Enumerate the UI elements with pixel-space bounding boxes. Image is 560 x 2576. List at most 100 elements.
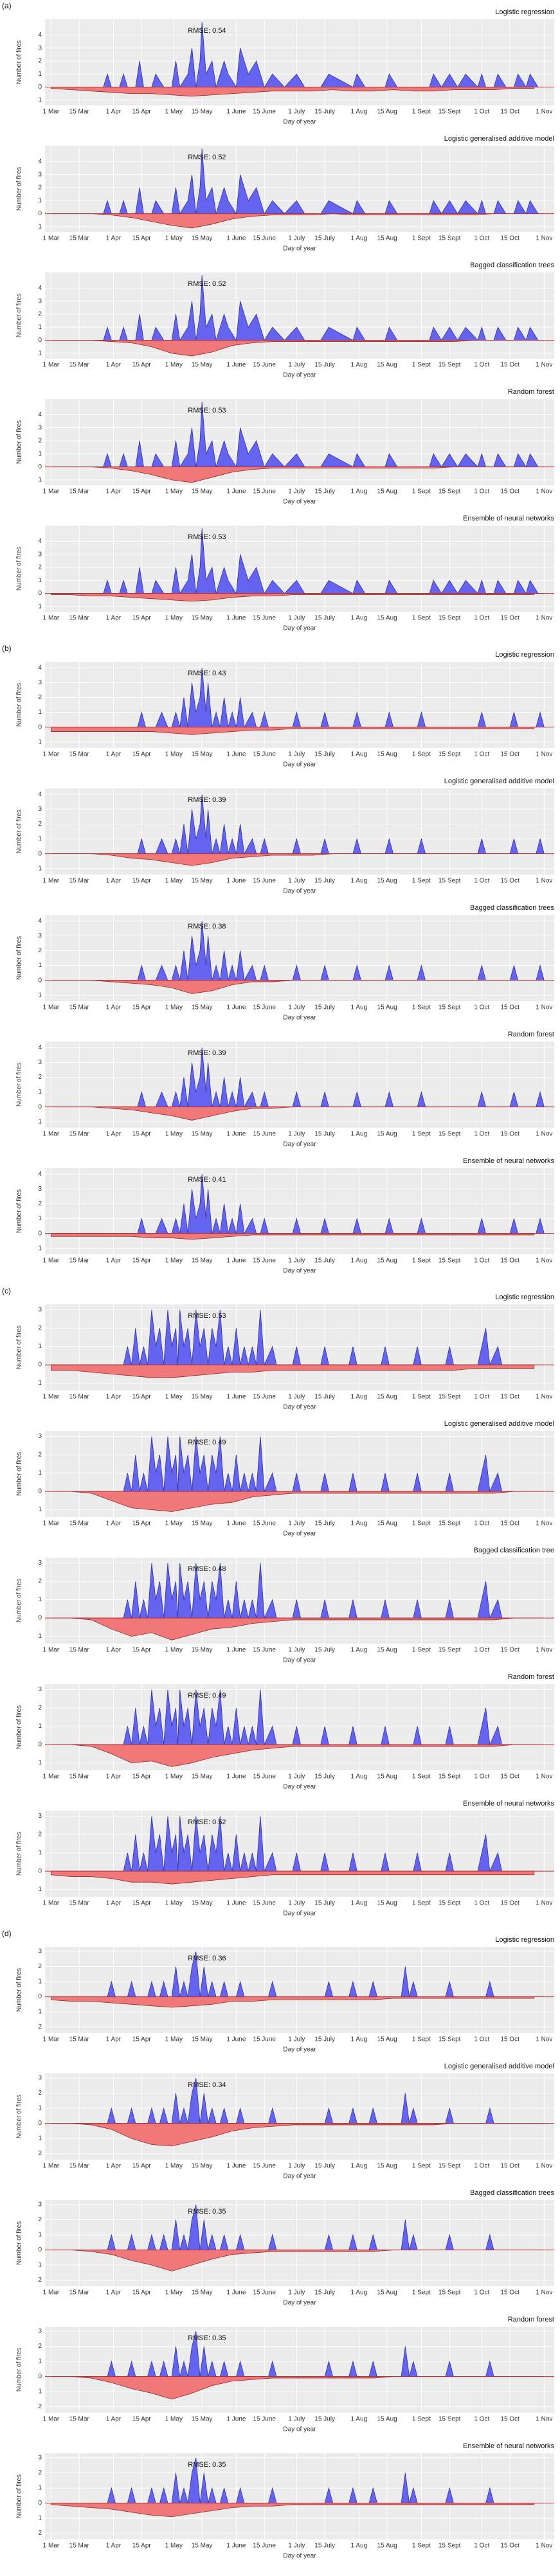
x-tick-label: 15 July [314,615,335,622]
y-tick-label: 0 [38,850,42,857]
x-tick-label: 15 July [314,2163,335,2170]
x-tick-label: 15 Oct [500,1394,519,1401]
x-tick-label: 1 Sept [412,109,431,116]
x-tick-label: 1 June [226,615,246,622]
x-tick-label: 15 Aug [377,2036,397,2043]
x-tick-label: 15 Oct [500,109,519,116]
x-tick-label: 15 Mar [69,2163,90,2170]
x-tick-label: 1 Nov [536,2416,552,2423]
y-tick-label: 1 [38,835,42,842]
x-tick-label: 15 May [192,2289,213,2296]
x-tick-label: 15 Aug [377,1131,397,1138]
subplot-title: Random forest [508,1031,554,1038]
x-tick-label: 15 Sept [438,1131,461,1138]
x-tick-label: 1 Nov [536,1394,552,1401]
x-tick-label: 15 Aug [377,1520,397,1527]
y-tick-label: 3 [38,2328,42,2335]
x-tick-label: 1 July [288,1131,305,1138]
x-tick-label: 1 Oct [474,109,489,116]
x-axis-label: Day of year [283,2300,316,2307]
x-tick-label: 1 Nov [536,751,552,758]
y-tick-label: 2 [38,1200,42,1207]
x-tick-label: 15 Aug [377,878,397,885]
x-tick-label: 1 June [226,2036,246,2043]
x-tick-label: 15 Apr [132,1773,152,1781]
y-tick-label: 4 [38,538,42,545]
x-tick-label: 1 Aug [351,1900,368,1907]
y-tick-label: 1 [38,450,42,457]
x-tick-label: 15 Apr [132,2543,152,2550]
subplot-title: Logistic generalised additive model [444,2063,554,2070]
y-tick-label: 2 [38,2216,42,2223]
annotation: RMSE: 0.53 [188,1312,226,1320]
x-tick-label: 15 Oct [500,615,519,622]
x-tick-label: 1 July [288,1394,305,1401]
x-tick-label: 15 Aug [377,615,397,622]
x-tick-label: 15 July [314,1520,335,1527]
x-axis-label: Day of year [283,1784,316,1791]
x-tick-label: 15 June [253,1773,276,1781]
x-tick-label: 1 Nov [536,1004,552,1011]
x-tick-label: 1 Mar [43,2036,60,2043]
y-tick-label: 2 [38,1074,42,1081]
x-tick-label: 1 May [165,751,183,758]
x-tick-label: 1 Sept [412,615,431,622]
x-tick-label: 1 June [226,362,246,369]
plot-background [45,1811,554,1897]
y-tick-label: 3 [38,1059,42,1066]
y-tick-label: 2 [38,58,42,65]
x-tick-label: 15 May [192,1257,213,1265]
predicted-area [50,593,535,602]
subplot-title: Ensemble of neural networks [463,2442,554,2450]
x-tick-label: 15 May [192,1394,213,1401]
x-tick-label: 15 Apr [132,1004,152,1011]
x-tick-label: 1 Sept [412,1257,431,1265]
x-tick-label: 1 Sept [412,1773,431,1781]
x-axis-label: Day of year [283,372,316,379]
x-tick-label: 15 Mar [69,1394,90,1401]
y-tick-label: 4 [38,664,42,671]
x-tick-label: 15 Sept [438,2289,461,2296]
x-tick-label: 1 Oct [474,751,489,758]
x-tick-label: 15 June [253,878,276,885]
x-tick-label: 1 Aug [351,488,368,495]
x-tick-label: 1 Aug [351,878,368,885]
y-tick-label: 1 [38,97,42,104]
y-tick-label: 0 [38,590,42,597]
x-tick-label: 15 Aug [377,2163,397,2170]
observed-area [51,1436,545,1493]
plot-background [45,526,554,612]
subplot-title: Logistic generalised additive model [444,777,554,785]
x-axis-label: Day of year [283,2426,316,2433]
x-tick-label: 1 Apr [106,1131,122,1138]
x-tick-label: 15 Sept [438,878,461,885]
annotation: RMSE: 0.39 [188,1049,226,1057]
x-tick-label: 1 Aug [351,751,368,758]
annotation: RMSE: 0.43 [188,670,226,677]
x-tick-label: 15 May [192,878,213,885]
x-tick-label: 1 Oct [474,1394,489,1401]
x-tick-label: 1 Mar [43,1257,60,1265]
x-tick-label: 15 Mar [69,1647,90,1654]
x-tick-label: 15 Aug [377,362,397,369]
x-tick-label: 15 July [314,1647,335,1654]
x-tick-label: 1 May [165,1131,183,1138]
plot-background [45,662,554,748]
y-tick-label: 0 [38,1103,42,1110]
y-tick-label: 0 [38,2500,42,2507]
x-tick-label: 15 Sept [438,488,461,495]
x-tick-label: 1 June [226,1131,246,1138]
x-tick-label: 15 Apr [132,1520,152,1527]
x-tick-label: 1 Oct [474,1004,489,1011]
x-tick-label: 1 Oct [474,1900,489,1907]
x-tick-label: 1 July [288,235,305,242]
plot-background [45,788,554,875]
x-tick-label: 1 Apr [106,2289,122,2296]
y-tick-label: 1 [38,324,42,331]
x-tick-label: 1 July [288,1004,305,1011]
x-tick-label: 15 Apr [132,2036,152,2043]
y-axis-label: Number of fires [16,2095,23,2138]
x-tick-label: 15 Apr [132,362,152,369]
y-tick-label: 2 [38,947,42,954]
